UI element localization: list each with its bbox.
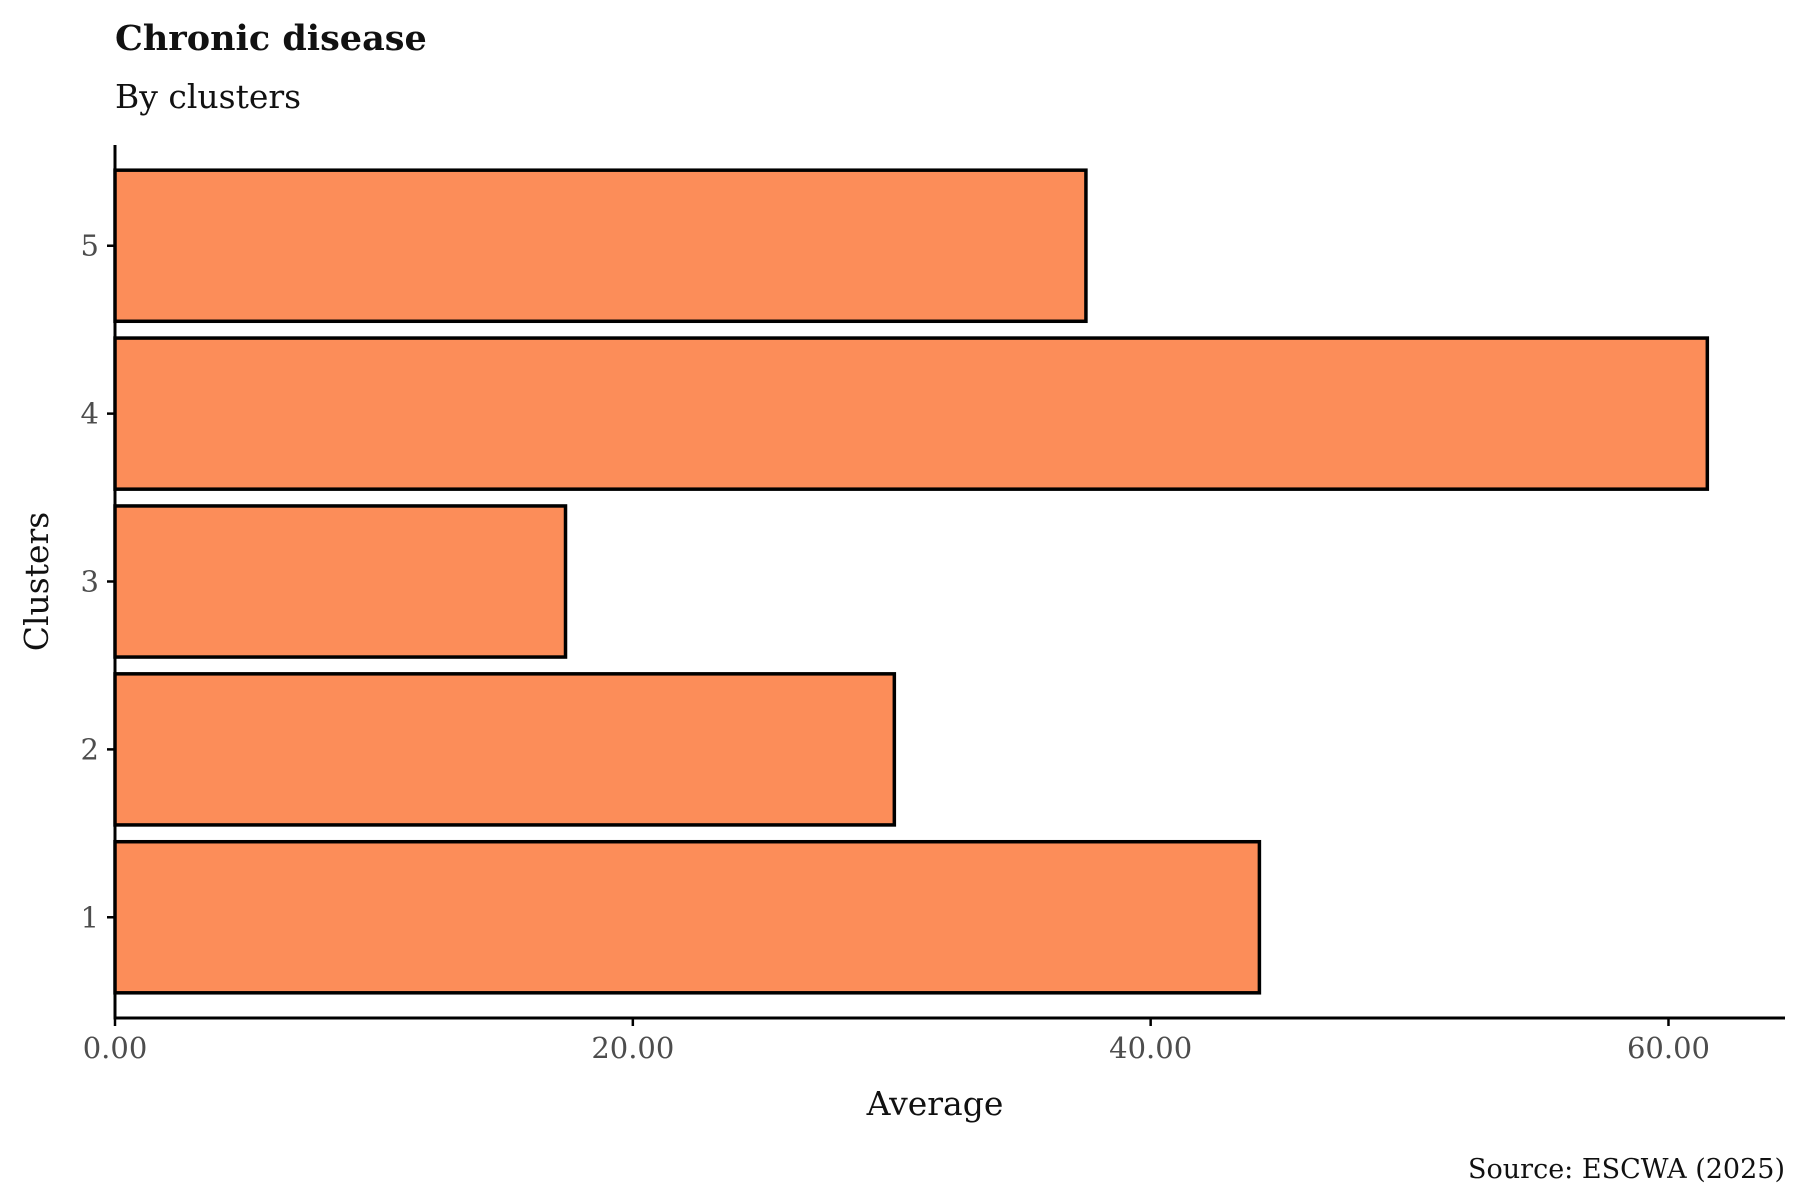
- x-tick-label: 40.00: [1109, 1031, 1192, 1065]
- axes-group: 1 2 3 4 5 0.00 20.00 40.00 60.00: [81, 145, 1785, 1065]
- bar-cluster-3: [113, 504, 568, 659]
- chart-subtitle: By clusters: [115, 77, 301, 116]
- bar-cluster-2: [113, 672, 897, 827]
- y-tick-label: 2: [81, 732, 99, 766]
- y-axis-title: Clusters: [17, 512, 56, 652]
- y-tick-label: 1: [81, 900, 99, 934]
- y-tick-label: 3: [81, 565, 99, 599]
- y-tick-label: 4: [81, 397, 99, 431]
- x-axis-title: Average: [866, 1084, 1004, 1123]
- x-tick-label: 60.00: [1627, 1031, 1710, 1065]
- chart-caption: Source: ESCWA (2025): [1468, 1154, 1785, 1185]
- bar-cluster-4: [113, 336, 1710, 491]
- y-tick-label: 5: [81, 229, 99, 263]
- bar-cluster-1: [113, 839, 1262, 995]
- x-tick-label: 0.00: [83, 1031, 148, 1065]
- chart-title: Chronic disease: [115, 18, 427, 59]
- bars-group: [113, 168, 1710, 995]
- x-tick-label: 20.00: [591, 1031, 674, 1065]
- bar-cluster-5: [113, 168, 1088, 324]
